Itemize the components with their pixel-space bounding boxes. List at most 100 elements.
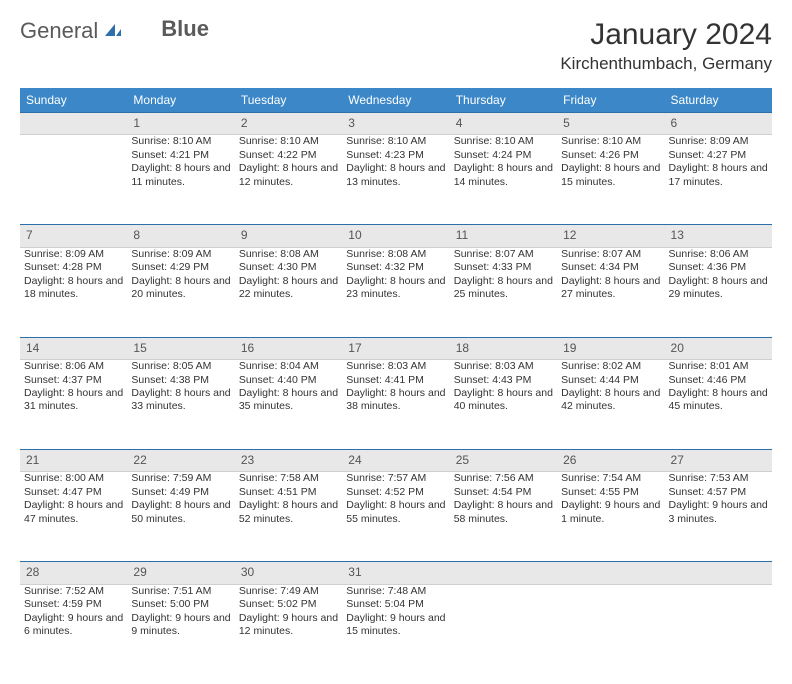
day-cell: Sunrise: 8:08 AMSunset: 4:32 PMDaylight:…	[342, 247, 449, 337]
daylight-text: Daylight: 9 hours and 9 minutes.	[131, 612, 230, 639]
sunrise-text: Sunrise: 8:09 AM	[24, 248, 123, 261]
sunrise-text: Sunrise: 8:03 AM	[346, 360, 445, 373]
daylight-text: Daylight: 8 hours and 27 minutes.	[561, 275, 660, 302]
day-cell	[20, 135, 127, 225]
sunrise-text: Sunrise: 7:48 AM	[346, 585, 445, 598]
day-cell: Sunrise: 8:05 AMSunset: 4:38 PMDaylight:…	[127, 360, 234, 450]
sunrise-text: Sunrise: 7:52 AM	[24, 585, 123, 598]
sunset-text: Sunset: 4:40 PM	[239, 374, 338, 387]
daylight-text: Daylight: 8 hours and 23 minutes.	[346, 275, 445, 302]
sunrise-text: Sunrise: 8:10 AM	[346, 135, 445, 148]
sunset-text: Sunset: 5:00 PM	[131, 598, 230, 611]
daylight-text: Daylight: 8 hours and 47 minutes.	[24, 499, 123, 526]
day-number: 3	[342, 113, 449, 135]
day-number: 25	[450, 450, 557, 472]
sunrise-text: Sunrise: 8:02 AM	[561, 360, 660, 373]
sunset-text: Sunset: 4:32 PM	[346, 261, 445, 274]
title-block: January 2024 Kirchenthumbach, Germany	[560, 18, 772, 74]
daylight-text: Daylight: 8 hours and 18 minutes.	[24, 275, 123, 302]
daylight-text: Daylight: 8 hours and 11 minutes.	[131, 162, 230, 189]
daylight-text: Daylight: 8 hours and 50 minutes.	[131, 499, 230, 526]
day-number: 24	[342, 450, 449, 472]
day-cell: Sunrise: 8:04 AMSunset: 4:40 PMDaylight:…	[235, 360, 342, 450]
content-row: Sunrise: 8:09 AMSunset: 4:28 PMDaylight:…	[20, 247, 772, 337]
day-number: 8	[127, 225, 234, 247]
day-number: 10	[342, 225, 449, 247]
day-number: 30	[235, 562, 342, 584]
daylight-text: Daylight: 8 hours and 12 minutes.	[239, 162, 338, 189]
day-cell: Sunrise: 7:58 AMSunset: 4:51 PMDaylight:…	[235, 472, 342, 562]
sunset-text: Sunset: 4:22 PM	[239, 149, 338, 162]
sunrise-text: Sunrise: 7:51 AM	[131, 585, 230, 598]
day-number: 5	[557, 113, 664, 135]
day-number: 31	[342, 562, 449, 584]
day-header: Saturday	[665, 88, 772, 113]
day-number: 16	[235, 337, 342, 359]
daynum-row: 78910111213	[20, 225, 772, 247]
day-cell	[557, 584, 664, 674]
daylight-text: Daylight: 9 hours and 15 minutes.	[346, 612, 445, 639]
sunset-text: Sunset: 4:34 PM	[561, 261, 660, 274]
day-number: 23	[235, 450, 342, 472]
day-number: 18	[450, 337, 557, 359]
day-cell: Sunrise: 7:57 AMSunset: 4:52 PMDaylight:…	[342, 472, 449, 562]
sunset-text: Sunset: 4:46 PM	[669, 374, 768, 387]
sunrise-text: Sunrise: 8:06 AM	[669, 248, 768, 261]
sunrise-text: Sunrise: 8:10 AM	[454, 135, 553, 148]
daylight-text: Daylight: 8 hours and 42 minutes.	[561, 387, 660, 414]
daylight-text: Daylight: 8 hours and 58 minutes.	[454, 499, 553, 526]
day-cell: Sunrise: 8:06 AMSunset: 4:36 PMDaylight:…	[665, 247, 772, 337]
daylight-text: Daylight: 8 hours and 25 minutes.	[454, 275, 553, 302]
sunset-text: Sunset: 4:21 PM	[131, 149, 230, 162]
calendar-page: General Blue January 2024 Kirchenthumbac…	[0, 0, 792, 684]
brand-part2: Blue	[161, 16, 209, 42]
daylight-text: Daylight: 8 hours and 45 minutes.	[669, 387, 768, 414]
day-cell: Sunrise: 8:00 AMSunset: 4:47 PMDaylight:…	[20, 472, 127, 562]
day-header: Wednesday	[342, 88, 449, 113]
sunset-text: Sunset: 4:33 PM	[454, 261, 553, 274]
sunset-text: Sunset: 4:23 PM	[346, 149, 445, 162]
day-cell: Sunrise: 8:02 AMSunset: 4:44 PMDaylight:…	[557, 360, 664, 450]
content-row: Sunrise: 8:06 AMSunset: 4:37 PMDaylight:…	[20, 360, 772, 450]
day-cell: Sunrise: 7:53 AMSunset: 4:57 PMDaylight:…	[665, 472, 772, 562]
sunset-text: Sunset: 4:37 PM	[24, 374, 123, 387]
day-number	[450, 562, 557, 584]
daylight-text: Daylight: 8 hours and 40 minutes.	[454, 387, 553, 414]
calendar-body: 123456Sunrise: 8:10 AMSunset: 4:21 PMDay…	[20, 113, 772, 675]
brand-part1: General	[20, 18, 98, 44]
day-cell: Sunrise: 7:48 AMSunset: 5:04 PMDaylight:…	[342, 584, 449, 674]
day-cell: Sunrise: 7:51 AMSunset: 5:00 PMDaylight:…	[127, 584, 234, 674]
day-cell: Sunrise: 8:09 AMSunset: 4:27 PMDaylight:…	[665, 135, 772, 225]
daylight-text: Daylight: 8 hours and 31 minutes.	[24, 387, 123, 414]
sunrise-text: Sunrise: 7:56 AM	[454, 472, 553, 485]
sunrise-text: Sunrise: 7:53 AM	[669, 472, 768, 485]
sunset-text: Sunset: 4:47 PM	[24, 486, 123, 499]
day-number: 12	[557, 225, 664, 247]
sunset-text: Sunset: 4:43 PM	[454, 374, 553, 387]
location: Kirchenthumbach, Germany	[560, 54, 772, 74]
sunrise-text: Sunrise: 7:49 AM	[239, 585, 338, 598]
sunset-text: Sunset: 5:02 PM	[239, 598, 338, 611]
day-number: 2	[235, 113, 342, 135]
sunrise-text: Sunrise: 8:00 AM	[24, 472, 123, 485]
sunset-text: Sunset: 4:36 PM	[669, 261, 768, 274]
sunset-text: Sunset: 4:30 PM	[239, 261, 338, 274]
month-title: January 2024	[560, 18, 772, 52]
day-number: 19	[557, 337, 664, 359]
content-row: Sunrise: 8:10 AMSunset: 4:21 PMDaylight:…	[20, 135, 772, 225]
sunrise-text: Sunrise: 7:54 AM	[561, 472, 660, 485]
sunrise-text: Sunrise: 8:07 AM	[561, 248, 660, 261]
sunrise-text: Sunrise: 8:10 AM	[239, 135, 338, 148]
sunrise-text: Sunrise: 8:08 AM	[239, 248, 338, 261]
sunrise-text: Sunrise: 8:03 AM	[454, 360, 553, 373]
sunrise-text: Sunrise: 7:58 AM	[239, 472, 338, 485]
sunset-text: Sunset: 4:41 PM	[346, 374, 445, 387]
day-number: 13	[665, 225, 772, 247]
day-cell: Sunrise: 8:10 AMSunset: 4:24 PMDaylight:…	[450, 135, 557, 225]
sunrise-text: Sunrise: 8:07 AM	[454, 248, 553, 261]
daylight-text: Daylight: 8 hours and 38 minutes.	[346, 387, 445, 414]
day-cell: Sunrise: 8:07 AMSunset: 4:33 PMDaylight:…	[450, 247, 557, 337]
daylight-text: Daylight: 8 hours and 29 minutes.	[669, 275, 768, 302]
daylight-text: Daylight: 8 hours and 20 minutes.	[131, 275, 230, 302]
sunset-text: Sunset: 4:52 PM	[346, 486, 445, 499]
